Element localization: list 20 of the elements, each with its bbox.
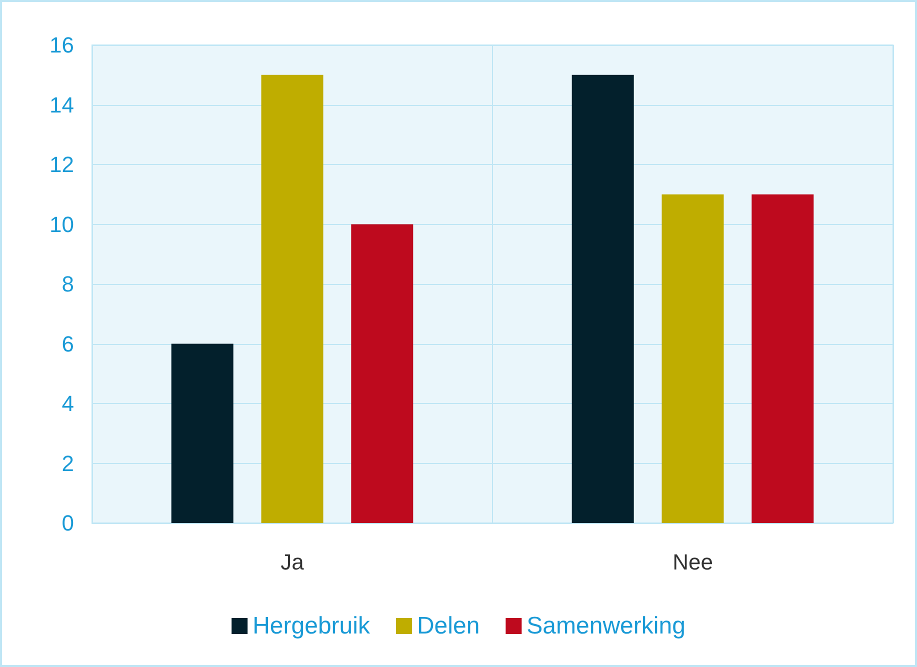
legend-label: Delen [416,612,480,640]
legend-label: Samenwerking [526,612,686,640]
y-tick-label: 4 [62,391,74,416]
y-tick-label: 0 [62,510,74,536]
bar [572,74,634,523]
y-tick-label: 14 [50,92,74,118]
x-tick-label: Ja [280,550,305,574]
bar [261,74,324,523]
bar [752,194,814,523]
y-tick-label: 12 [50,152,74,177]
y-tick-label: 8 [62,272,74,296]
y-tick-label: 2 [62,450,74,476]
bar [171,344,234,523]
bar [351,224,414,523]
bar [662,194,724,523]
legend-label: Hergebruik [252,612,371,640]
y-tick-label: 10 [50,212,74,237]
y-tick-label: 6 [62,331,74,356]
y-tick-label: 16 [50,32,74,58]
x-tick-label: Nee [672,550,713,574]
